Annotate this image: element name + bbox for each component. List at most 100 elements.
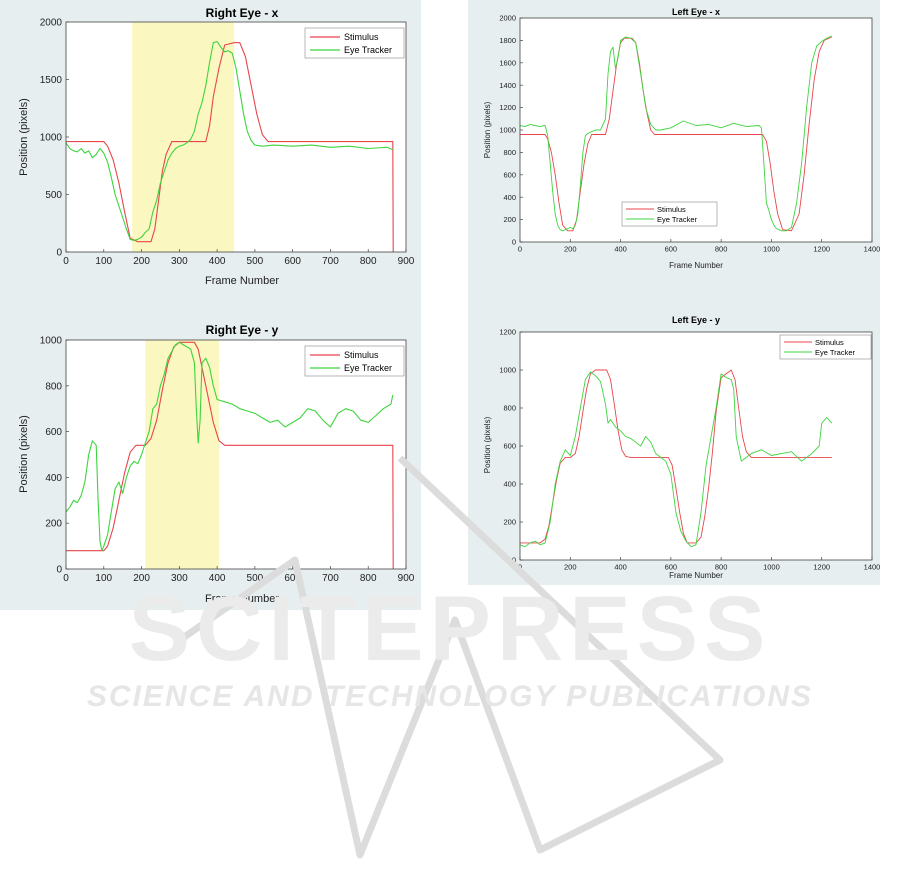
y-tick-label: 0 (512, 556, 516, 565)
legend-tracker-label: Eye Tracker (344, 363, 392, 373)
legend: Stimulus Eye Tracker (779, 334, 872, 360)
x-tick-label: 300 (171, 256, 188, 267)
y-tick-label: 1500 (40, 75, 63, 86)
x-tick-label: 100 (95, 256, 112, 267)
plot-layer: 0 100 200 300 400 500 600 700 800 900 0 500 1000 1500… (40, 18, 415, 268)
legend-tracker-label: Eye Tracker (344, 45, 392, 55)
y-tick-label: 2000 (499, 14, 516, 23)
y-tick-label: 1000 (499, 366, 516, 375)
x-axis-label: Frame Number (669, 571, 723, 580)
x-tick-label: 400 (614, 245, 627, 254)
x-tick-label: 200 (133, 573, 150, 584)
y-tick-label: 2000 (40, 18, 63, 29)
chart-left-eye-x: 0 200 400 600 800 1000 1200 1400 0 200 400 600 800 10… (468, 0, 880, 290)
y-tick-label: 0 (56, 248, 62, 259)
y-tick-label: 1400 (499, 81, 516, 90)
y-tick-label: 800 (45, 381, 62, 392)
legend-stimulus-label: Stimulus (815, 338, 844, 347)
plot-layer: 0 200 400 600 800 1000 1200 1400020040060080010… (499, 328, 880, 572)
y-tick-label: 200 (45, 519, 62, 530)
y-tick-label: 0 (56, 565, 62, 576)
x-tick-label: 0 (63, 573, 69, 584)
x-tick-label: 1000 (763, 563, 780, 572)
x-tick-label: 200 (564, 245, 577, 254)
x-tick-label: 400 (209, 573, 226, 584)
y-tick-label: 200 (503, 518, 516, 527)
x-tick-label: 0 (518, 245, 522, 254)
y-tick-label: 1000 (499, 126, 516, 135)
x-tick-label: 1400 (864, 563, 880, 572)
chart-title: Right Eye - y (206, 323, 279, 337)
plot-area (66, 22, 406, 252)
chart-title: Right Eye - x (206, 6, 279, 20)
x-tick-label: 400 (614, 563, 627, 572)
chart-right-eye-x-svg: 0 100 200 300 400 500 600 700 800 900 0 500 1000 1500… (18, 6, 415, 287)
y-tick-label: 1000 (40, 336, 63, 347)
x-tick-label: 900 (398, 573, 415, 584)
x-tick-label: 200 (133, 256, 150, 267)
legend: Stimulus Eye Tracker (304, 345, 405, 377)
x-tick-label: 800 (360, 573, 377, 584)
legend: Stimulus Eye Tracker (621, 201, 718, 227)
y-tick-label: 600 (503, 442, 516, 451)
x-tick-label: 1200 (813, 563, 830, 572)
y-axis-label: Position (pixels) (18, 98, 30, 176)
highlight-region (145, 340, 219, 569)
y-tick-label: 1600 (499, 58, 516, 67)
x-tick-label: 100 (95, 573, 112, 584)
y-axis-label: Position (pixels) (18, 415, 30, 493)
y-tick-label: 500 (45, 190, 62, 201)
chart-left-eye-y: 0 200 400 600 800 1000 1200 1400 0 200 400 600 800 10… (468, 305, 880, 585)
x-tick-label: 1200 (813, 245, 830, 254)
y-tick-label: 200 (503, 215, 516, 224)
y-tick-label: 800 (503, 148, 516, 157)
y-tick-label: 1000 (40, 133, 63, 144)
eye-tracker-line (65, 341, 394, 552)
x-axis-label: Frame Number (669, 261, 723, 270)
highlight-region (132, 22, 235, 252)
legend-stimulus-label: Stimulus (657, 205, 686, 214)
x-tick-label: 1400 (864, 245, 880, 254)
y-tick-label: 400 (503, 480, 516, 489)
x-tick-label: 700 (322, 256, 339, 267)
stimulus-line (520, 36, 832, 232)
x-tick-label: 800 (360, 256, 377, 267)
y-axis-label: Position (pixels) (483, 101, 492, 158)
chart-left-eye-x-svg: 0 200 400 600 800 1000 1200 1400 0 200 400 600 800 10… (483, 7, 880, 270)
legend: Stimulus Eye Tracker (304, 27, 405, 59)
x-tick-label: 600 (284, 256, 301, 267)
chart-left-eye-y-svg: 0 200 400 600 800 1000 1200 1400020040060080010… (483, 315, 880, 580)
y-tick-label: 600 (503, 170, 516, 179)
x-axis-label: Frame Number (205, 593, 279, 605)
watermark-tagline-text: SCIENCE AND TECHNOLOGY PUBLICATIONS (87, 680, 813, 713)
legend-box (304, 27, 405, 59)
y-tick-label: 400 (45, 473, 62, 484)
x-tick-label: 300 (171, 573, 188, 584)
chart-title: Left Eye - y (672, 315, 720, 325)
y-tick-label: 0 (512, 238, 516, 247)
x-axis-label: Frame Number (205, 275, 279, 287)
y-tick-label: 1800 (499, 36, 516, 45)
x-tick-label: 900 (398, 256, 415, 267)
eye-tracker-line (519, 35, 832, 232)
x-tick-label: 500 (247, 256, 264, 267)
x-tick-label: 1000 (763, 245, 780, 254)
y-tick-label: 400 (503, 193, 516, 202)
x-tick-label: 200 (564, 563, 577, 572)
stimulus-line (66, 42, 394, 253)
y-tick-label: 600 (45, 427, 62, 438)
y-axis-label: Position (pixels) (483, 416, 492, 473)
y-tick-label: 800 (503, 404, 516, 413)
x-tick-label: 400 (209, 256, 226, 267)
x-tick-label: 600 (284, 573, 301, 584)
eye-tracker-line (65, 40, 394, 242)
legend-stimulus-label: Stimulus (344, 32, 379, 42)
x-tick-label: 0 (63, 256, 69, 267)
stimulus-line (66, 341, 394, 570)
x-tick-label: 800 (715, 245, 728, 254)
chart-right-eye-x: 0 100 200 300 400 500 600 700 800 900 0 500 1000 1500… (0, 0, 421, 295)
legend-box (621, 201, 718, 227)
chart-title: Left Eye - x (672, 7, 720, 17)
x-tick-label: 700 (322, 573, 339, 584)
legend-box (779, 334, 872, 360)
